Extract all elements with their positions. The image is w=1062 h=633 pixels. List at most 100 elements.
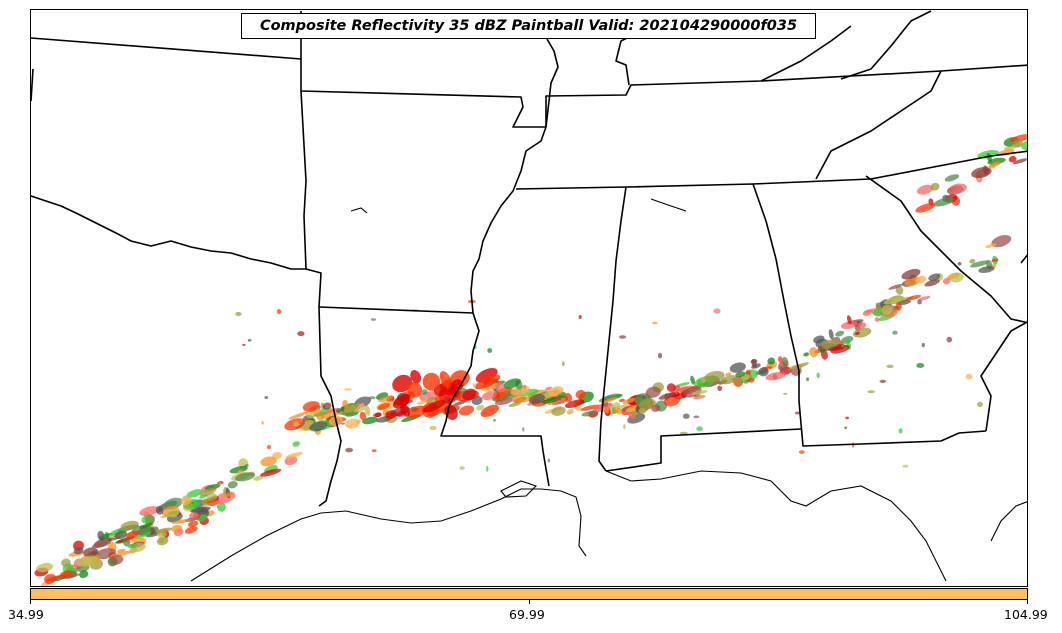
paintball-blob [758, 367, 769, 377]
paintball-blob [623, 423, 626, 430]
paintball-blob [126, 530, 140, 539]
paintball-blob [184, 526, 198, 534]
paintball-blob [508, 401, 522, 407]
paintball-blob [122, 537, 130, 547]
paintball-blob [109, 554, 124, 565]
colorbar-tick-max [1027, 600, 1028, 604]
paintball-blob [188, 512, 199, 520]
paintball-blob [264, 396, 269, 399]
paintball-blob [575, 389, 586, 399]
paintball-blob [725, 372, 732, 377]
colorbar-label-max: 104.99 [1004, 607, 1048, 622]
paintball-blob [965, 373, 973, 380]
paintball-blob [480, 404, 500, 418]
paintball-blob [370, 318, 377, 321]
paintball-blob [888, 284, 903, 290]
paintball-blob [155, 505, 164, 515]
paintball-blob [750, 359, 758, 364]
paintball-blob [675, 382, 690, 387]
colorbar-tick-mid [529, 600, 530, 604]
paintball-blob [443, 375, 448, 378]
paintball-blob [474, 374, 501, 390]
paintball-blob [561, 361, 565, 367]
paintball-blob [364, 405, 371, 416]
paintball-blob [260, 468, 282, 477]
paintball-blob [186, 489, 203, 498]
paintball-blob [127, 543, 138, 549]
paintball-blob [916, 363, 925, 368]
paintball-blob [697, 379, 703, 388]
paintball-blob [840, 344, 845, 348]
paintball-blob [191, 506, 211, 513]
paintball-blob [917, 295, 931, 302]
paintball-blob [971, 167, 992, 179]
paintball-blob [551, 406, 566, 416]
paintball-blob [495, 381, 505, 393]
paintball-blob [1010, 134, 1027, 143]
paintball-blob [977, 401, 983, 408]
paintball-blob [622, 397, 636, 405]
paintball-blob [881, 304, 893, 315]
colorbar [30, 588, 1028, 600]
map-canvas [31, 10, 1027, 586]
paintball-blob [139, 506, 160, 517]
paintball-blob [566, 409, 574, 415]
paintball-blob [916, 184, 934, 195]
paintball-blob [957, 261, 962, 266]
paintball-blob [481, 391, 497, 401]
paintball-blob [344, 388, 352, 391]
paintball-blob [385, 410, 398, 419]
paintball-blob [407, 405, 427, 419]
paintball-blob [794, 411, 801, 415]
paintball-blob [486, 465, 489, 472]
paintball-blob [434, 394, 445, 403]
paintball-blob [141, 515, 153, 524]
paintball-blob [820, 348, 826, 353]
paintball-blob [991, 258, 999, 263]
paintball-blob [806, 377, 810, 382]
paintball-blob [735, 371, 746, 378]
paintball-blob [645, 386, 661, 398]
paintball-blob [422, 372, 441, 391]
paintball-blob [83, 547, 99, 558]
paintball-blob [134, 531, 152, 539]
paintball-blob [666, 383, 676, 392]
paintball-blob [845, 416, 849, 420]
paintball-blob [809, 347, 819, 358]
reflectivity-paintball-layer [34, 134, 1027, 586]
paintball-blob [244, 464, 249, 468]
paintball-blob [1013, 139, 1024, 148]
paintball-blob [765, 371, 786, 381]
paintball-blob [828, 329, 834, 340]
paintball-blob [322, 402, 332, 410]
paintball-blob [503, 378, 521, 389]
paintball-blob [423, 400, 446, 413]
paintball-blob [117, 548, 126, 553]
paintball-blob [554, 398, 562, 401]
paintball-blob [73, 547, 84, 555]
paintball-blob [222, 492, 233, 498]
paintball-blob [883, 296, 905, 305]
paintball-blob [528, 393, 545, 404]
paintball-blob [905, 294, 922, 301]
paintball-blob [288, 411, 309, 420]
map-panel [30, 9, 1028, 587]
paintball-blob [852, 327, 872, 338]
paintball-blob [293, 421, 300, 427]
paintball-blob [247, 338, 252, 342]
paintball-blob [1021, 138, 1027, 151]
paintball-blob [978, 266, 995, 273]
paintball-blob [696, 426, 703, 432]
paintball-blob [729, 362, 746, 373]
paintball-blob [858, 322, 867, 329]
paintball-blob [76, 555, 98, 567]
paintball-blob [830, 344, 850, 354]
paintball-blob [61, 558, 71, 567]
paintball-blob [803, 352, 810, 357]
paintball-blob [895, 285, 904, 295]
paintball-blob [171, 524, 183, 533]
paintball-blob [156, 536, 169, 546]
paintball-blob [510, 385, 530, 396]
paintball-blob [242, 343, 246, 346]
paintball-blob [970, 260, 989, 268]
